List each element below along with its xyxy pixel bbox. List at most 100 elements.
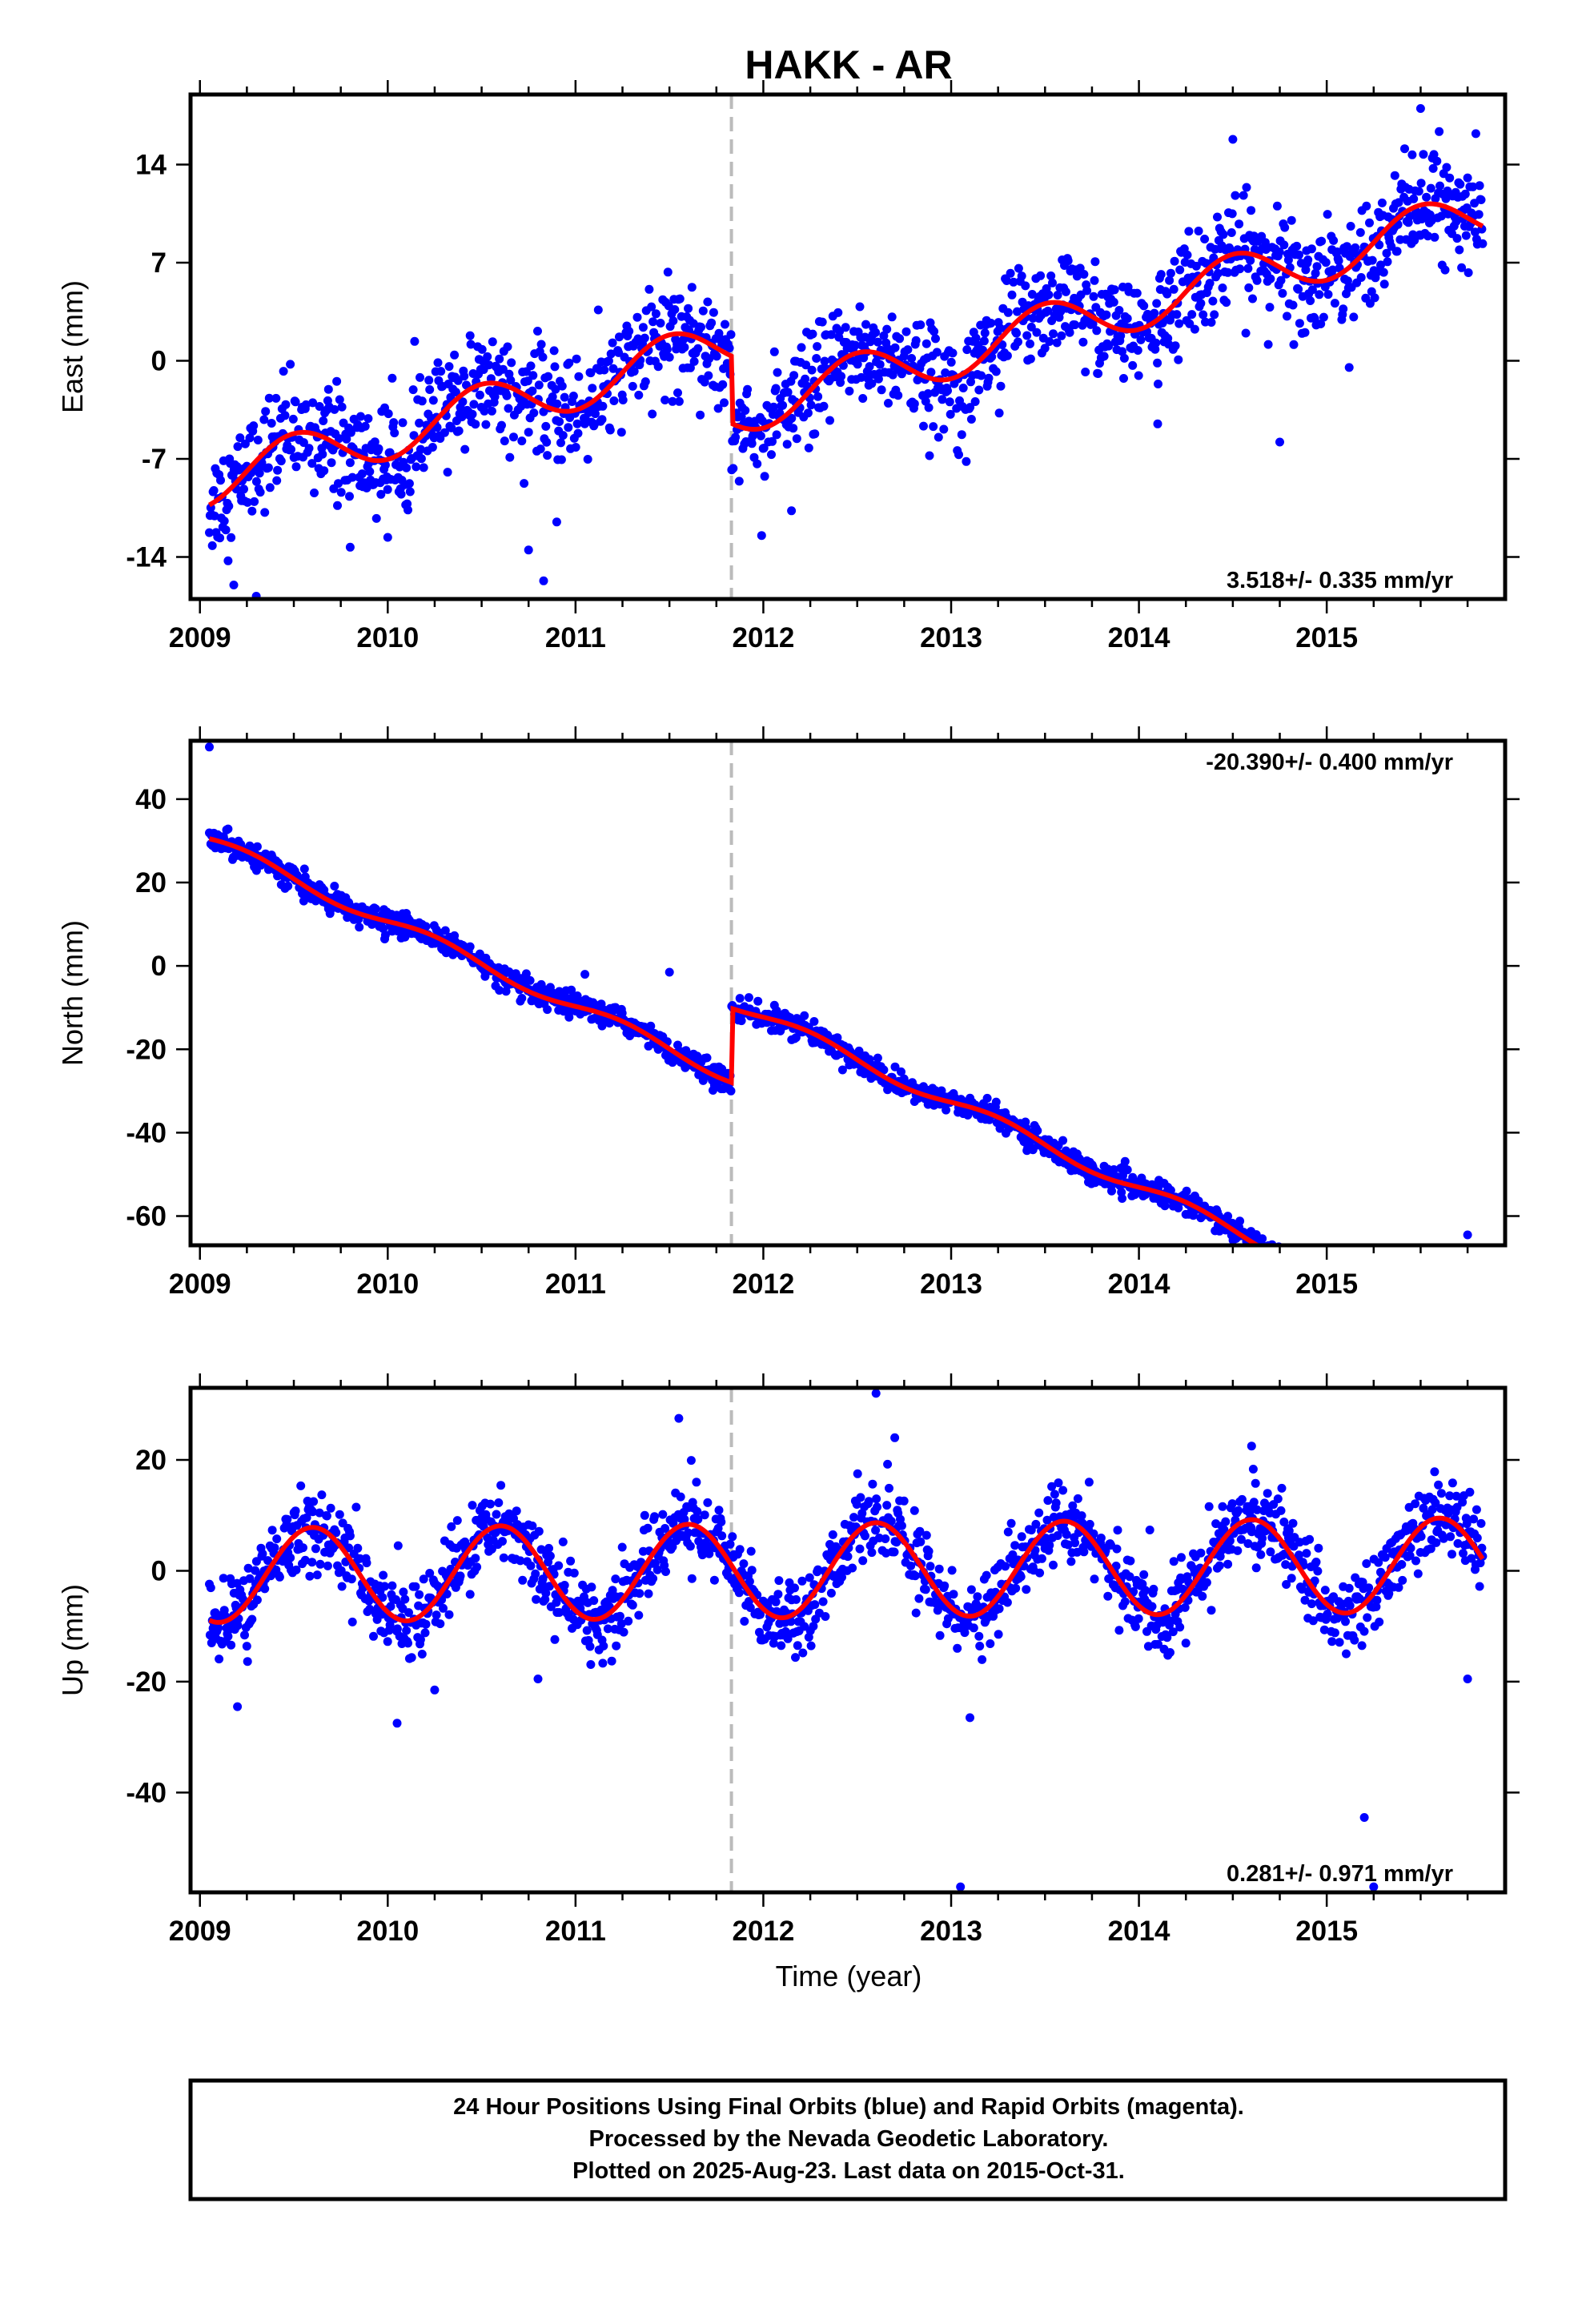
data-point xyxy=(1014,263,1023,273)
data-point xyxy=(1436,211,1446,221)
data-point xyxy=(1275,247,1284,257)
data-point xyxy=(996,381,1006,391)
x-tick-label: 2009 xyxy=(169,622,231,653)
data-point xyxy=(1222,298,1231,308)
data-point xyxy=(1472,1534,1482,1542)
data-point xyxy=(1422,192,1431,202)
data-point xyxy=(858,1556,868,1566)
data-point xyxy=(415,1590,424,1599)
data-point xyxy=(648,317,658,327)
data-point xyxy=(308,1507,318,1517)
data-point xyxy=(319,416,328,425)
data-point xyxy=(966,415,976,424)
data-point xyxy=(773,368,782,377)
data-point xyxy=(837,1573,846,1582)
data-point xyxy=(416,1634,425,1644)
data-point xyxy=(544,372,553,381)
data-point xyxy=(771,1597,781,1606)
data-point xyxy=(1443,1328,1452,1337)
data-point xyxy=(926,368,936,377)
data-point xyxy=(1269,1248,1278,1256)
data-point xyxy=(1465,1335,1474,1344)
data-point xyxy=(1403,1303,1411,1312)
data-point xyxy=(1435,127,1444,136)
data-point xyxy=(962,345,972,355)
data-point xyxy=(1120,1597,1130,1606)
data-point xyxy=(735,994,745,1003)
data-point xyxy=(1446,1333,1455,1341)
data-point xyxy=(807,365,817,375)
data-point xyxy=(404,505,412,515)
data-point xyxy=(347,1574,356,1584)
data-point xyxy=(668,396,677,406)
data-point xyxy=(1314,1543,1323,1553)
data-point xyxy=(453,376,463,385)
data-point xyxy=(1377,1292,1386,1301)
data-point xyxy=(531,1569,540,1578)
data-point xyxy=(1448,1330,1457,1339)
data-point xyxy=(260,1584,270,1594)
data-point xyxy=(1152,299,1162,308)
data-point xyxy=(492,1510,501,1519)
data-point xyxy=(1452,234,1462,243)
data-point xyxy=(1415,1301,1424,1310)
data-point xyxy=(1438,1324,1447,1333)
data-point xyxy=(480,406,489,416)
data-point xyxy=(1460,189,1470,199)
data-point xyxy=(380,931,390,940)
data-point xyxy=(906,1561,916,1570)
data-point xyxy=(1462,1519,1472,1529)
data-point xyxy=(1119,374,1128,383)
data-point xyxy=(1010,1541,1020,1550)
data-point xyxy=(444,362,454,372)
data-point xyxy=(848,1563,857,1573)
data-point xyxy=(383,409,393,419)
data-point xyxy=(1280,223,1290,232)
data-point xyxy=(310,489,319,497)
plot-frame xyxy=(188,1385,1508,1895)
data-point xyxy=(1063,256,1073,266)
data-point xyxy=(1406,1543,1415,1553)
data-point xyxy=(572,419,582,428)
x-tick-label: 2013 xyxy=(920,622,982,653)
data-point xyxy=(487,1544,496,1554)
data-point xyxy=(1213,212,1222,222)
data-point xyxy=(948,348,958,358)
data-point xyxy=(1305,1258,1314,1267)
data-point xyxy=(1043,1496,1053,1506)
data-point xyxy=(365,1604,375,1614)
data-point xyxy=(1316,320,1326,328)
data-point xyxy=(1045,1541,1054,1550)
data-point xyxy=(1413,1313,1422,1322)
data-point xyxy=(1447,1327,1456,1336)
data-point xyxy=(777,1641,786,1651)
data-point xyxy=(1278,288,1287,298)
data-point xyxy=(251,476,261,486)
data-point xyxy=(1099,352,1109,361)
data-point xyxy=(813,1565,823,1574)
data-point xyxy=(1431,1322,1439,1331)
data-point xyxy=(1271,1249,1279,1258)
data-point xyxy=(783,1634,793,1643)
data-point xyxy=(994,1630,1003,1639)
data-point xyxy=(1468,182,1478,191)
data-point xyxy=(550,1634,560,1644)
data-point xyxy=(901,327,911,336)
data-point xyxy=(240,1630,249,1640)
data-point xyxy=(1362,201,1371,211)
data-point xyxy=(1169,284,1178,294)
data-point xyxy=(793,1641,802,1651)
data-point xyxy=(1244,283,1254,292)
data-point xyxy=(1294,1257,1303,1266)
data-point xyxy=(1439,1328,1448,1337)
data-point xyxy=(242,1642,251,1651)
data-point xyxy=(1283,255,1293,265)
data-point xyxy=(1263,1249,1272,1258)
data-point xyxy=(233,1702,243,1711)
data-point xyxy=(216,476,225,485)
data-point xyxy=(753,996,763,1006)
data-point xyxy=(1469,1514,1479,1524)
data-point xyxy=(1049,1560,1058,1570)
data-point xyxy=(227,1640,236,1650)
data-point xyxy=(808,329,817,339)
